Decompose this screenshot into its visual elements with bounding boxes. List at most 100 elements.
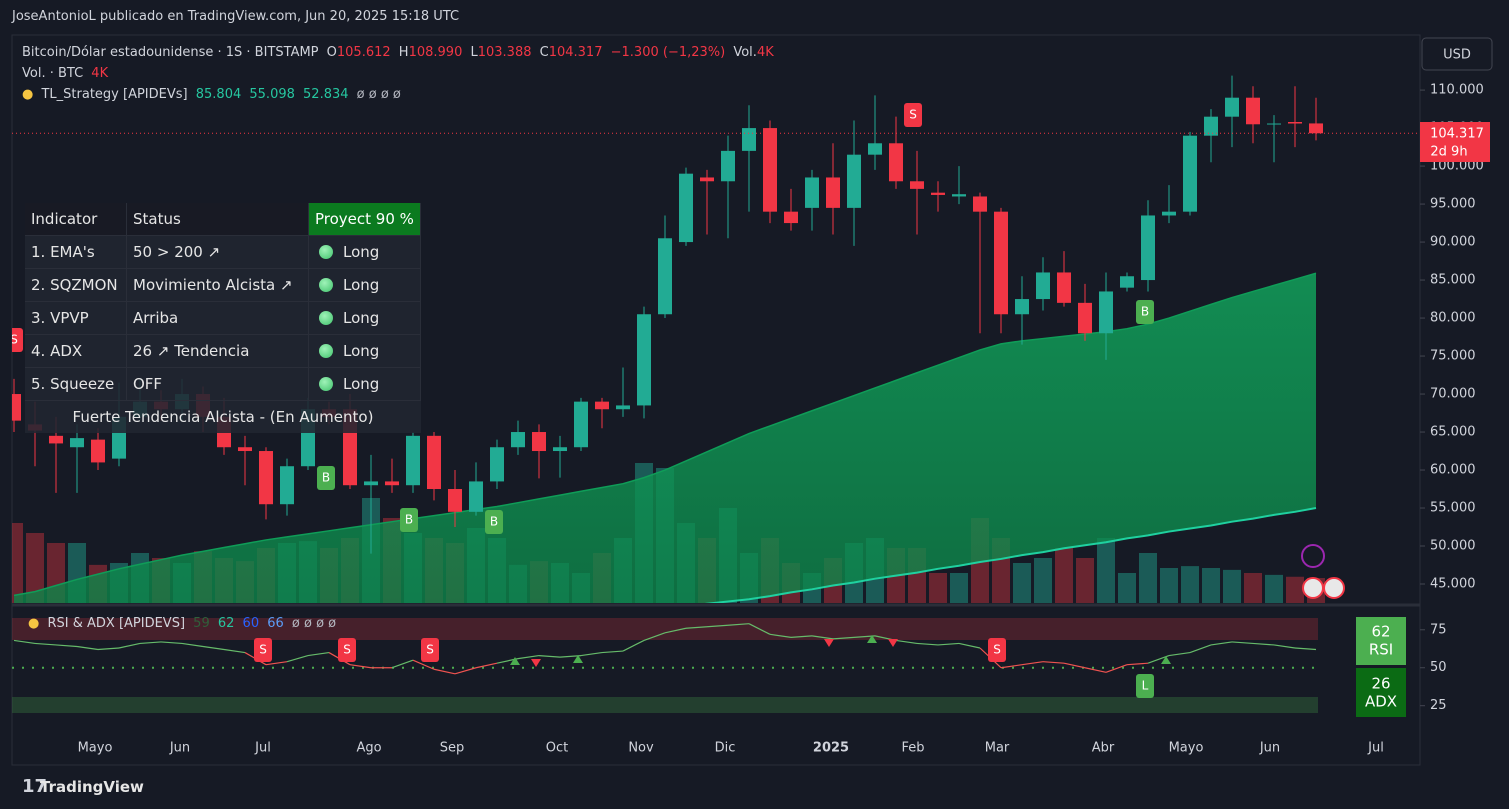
- y-tick-label: 80.000: [1430, 311, 1476, 326]
- candle-body: [868, 143, 882, 155]
- volume-bar: [1265, 574, 1283, 603]
- cell-text: Long: [343, 342, 380, 360]
- cell-text: Long: [343, 375, 380, 393]
- table-row: 5. Squeeze OFF Long: [25, 368, 421, 401]
- strategy-value: 55.098: [249, 87, 295, 102]
- candle-body: [616, 405, 630, 410]
- price-tag: [1420, 122, 1490, 162]
- rsi-segment: [433, 668, 456, 675]
- rsi-overbought-zone: [12, 618, 1318, 640]
- candle-body: [70, 438, 84, 448]
- rsi-segment: [1273, 644, 1296, 649]
- rsi-segment: [475, 662, 498, 669]
- status-dot: [319, 311, 333, 325]
- candle-body: [1246, 97, 1260, 125]
- table-header-cell: Status: [127, 203, 309, 236]
- publisher: JoseAntonioL publicado en TradingView.co…: [12, 9, 460, 24]
- candle-body: [406, 435, 420, 486]
- candle-body: [1078, 302, 1092, 334]
- rsi-triangle: [1161, 656, 1171, 664]
- rsi-segment: [706, 624, 729, 628]
- rsi-signal-label: [421, 638, 439, 662]
- change-value: −1.300 (−1,23%): [610, 45, 726, 60]
- candle-body: [826, 177, 840, 208]
- cell-text: Arriba: [133, 309, 179, 327]
- candle-body: [1162, 211, 1176, 216]
- x-tick-label: Nov: [628, 741, 654, 756]
- signal-label: [12, 328, 23, 352]
- volume-bar: [1097, 538, 1115, 603]
- event-flag[interactable]: [1302, 577, 1324, 599]
- rsi-triangle: [531, 659, 541, 667]
- rsi-signal-text: S: [993, 643, 1001, 657]
- candle-body: [91, 439, 105, 463]
- adx-badge-value: 26: [1371, 675, 1390, 693]
- x-tick-label: Jun: [1259, 741, 1280, 756]
- y-tick-label: 100.000: [1430, 159, 1484, 174]
- cell-text: 3. VPVP: [31, 309, 89, 327]
- rsi-segment: [286, 655, 309, 663]
- cell-text: 1. EMA's: [31, 243, 95, 261]
- table-cell: Arriba: [127, 302, 309, 335]
- table-row: 1. EMA's 50 > 200 ↗ Long: [25, 236, 421, 269]
- rsi-value: 66: [267, 616, 284, 631]
- volume-bar: [26, 533, 44, 603]
- candle-body: [637, 314, 651, 406]
- volume-bar: [1055, 548, 1073, 603]
- rsi-signal-text: S: [343, 643, 351, 657]
- rsi-segment: [811, 635, 834, 640]
- rsi-segment: [916, 642, 939, 646]
- rsi-segment: [643, 632, 666, 641]
- x-tick-label: Oct: [546, 741, 568, 756]
- rsi-na: ø ø ø ø: [291, 616, 337, 631]
- y-tick-label: 110.000: [1430, 83, 1484, 98]
- volume-bar: [12, 523, 23, 603]
- rsi-badge-value: 62: [1371, 623, 1390, 641]
- rsi-badge: [1356, 617, 1406, 665]
- rsi-tick-label: 75: [1430, 622, 1447, 637]
- event-flag[interactable]: [1323, 577, 1345, 599]
- x-tick-label: Dic: [715, 741, 736, 756]
- candle-body: [742, 128, 756, 151]
- rsi-icon: ●: [28, 616, 40, 631]
- rsi-segment: [1189, 644, 1212, 654]
- candle-body: [805, 177, 819, 208]
- volume-bar: [1076, 558, 1094, 603]
- rsi-segment: [685, 626, 708, 629]
- event-icon[interactable]: [1301, 544, 1325, 568]
- rsi-segment: [1126, 662, 1149, 666]
- candle-body: [700, 177, 714, 182]
- legend-rsi: ● RSI & ADX [APIDEVS] 59 62 60 66 ø ø ø …: [28, 616, 340, 631]
- ema-lower-line: [704, 507, 1317, 603]
- y-tick-label: 65.000: [1430, 425, 1476, 440]
- volume-bar: [1139, 553, 1157, 603]
- x-tick-label: Ago: [356, 741, 381, 756]
- brand-logo: 17: [22, 776, 47, 797]
- rsi-signal-label: [988, 638, 1006, 662]
- rsi-segment: [223, 648, 246, 654]
- rsi-segment: [1252, 642, 1275, 646]
- price-tag-value: 104.317: [1430, 127, 1484, 142]
- candle-body: [763, 128, 777, 212]
- rsi-segment: [34, 642, 57, 646]
- candle-body: [280, 466, 294, 505]
- volume-bar: [1160, 568, 1178, 603]
- candle-body: [1057, 272, 1071, 303]
- rsi-title: RSI & ADX [APIDEVS]: [47, 616, 186, 631]
- table-cell: 2. SQZMON: [25, 269, 127, 302]
- rsi-badge-label: RSI: [1369, 641, 1393, 659]
- rsi-segment: [1084, 667, 1107, 673]
- y-tick-label: 55.000: [1430, 501, 1476, 516]
- volume-value: 4K: [91, 66, 109, 81]
- rsi-segment: [1168, 651, 1191, 657]
- rsi-segment: [832, 636, 855, 640]
- volume-bar: [1013, 563, 1031, 603]
- x-tick-label: Mar: [985, 741, 1010, 756]
- currency[interactable]: USD: [1443, 48, 1471, 63]
- volume-title: Vol. · BTC: [22, 66, 84, 81]
- rsi-segment: [1042, 661, 1065, 664]
- currency-button[interactable]: [1421, 37, 1493, 71]
- rsi-triangle: [824, 639, 834, 647]
- status-dot: [319, 245, 333, 259]
